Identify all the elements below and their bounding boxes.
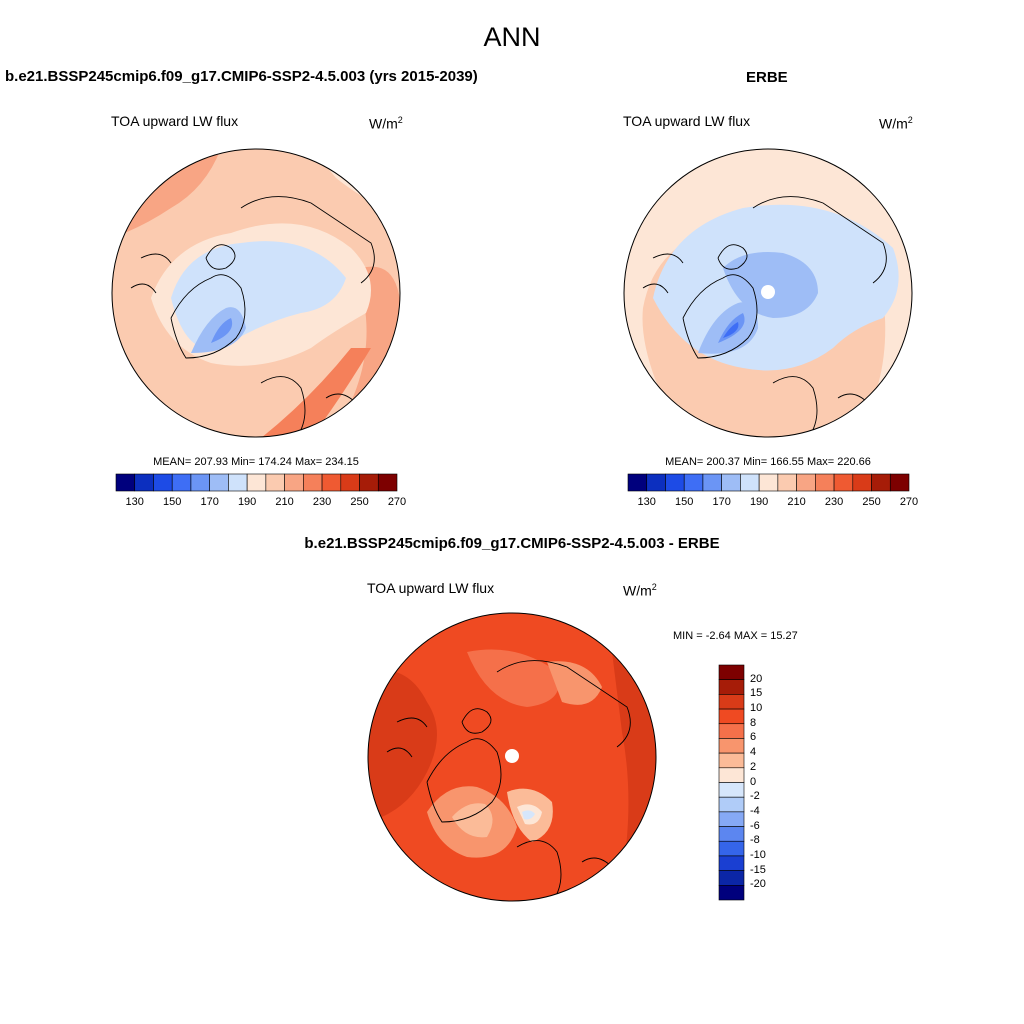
- colorbar-tick-label: 170: [712, 496, 731, 508]
- colorbar-box: [228, 473, 248, 492]
- colorbar-box: [777, 473, 797, 492]
- colorbar-tick-label: 10: [750, 702, 763, 715]
- panel-2-title: ERBE: [746, 69, 788, 86]
- colorbar-tick-label: 8: [750, 716, 757, 729]
- colorbar-tick-label: 2: [750, 760, 757, 773]
- colorbar-box: [321, 473, 342, 492]
- colorbar-tick-label: -6: [750, 819, 760, 832]
- colorbar-tick-label: -10: [750, 848, 766, 861]
- colorbar-box: [718, 885, 745, 901]
- difference-polar-map: [367, 612, 657, 902]
- colorbar-box: [718, 679, 745, 695]
- colorbar-tick-label: 230: [312, 496, 332, 508]
- panel-1-variable: TOA upward LW flux: [111, 113, 239, 129]
- colorbar-box: [702, 473, 722, 492]
- colorbar-box: [796, 473, 816, 492]
- colorbar-box: [718, 855, 745, 871]
- colorbar-box: [718, 870, 745, 886]
- colorbar-box: [171, 473, 192, 492]
- colorbar-tick-label: 250: [862, 496, 881, 508]
- colorbar-box: [718, 752, 745, 769]
- colorbar-tick-label: 0: [750, 775, 757, 788]
- colorbar-box: [758, 473, 779, 492]
- colorbar-box: [665, 473, 685, 492]
- colorbar-tick-label: -8: [750, 834, 760, 847]
- colorbar-box: [852, 473, 872, 492]
- colorbar-box: [153, 473, 173, 492]
- panel-2-units: W/m2: [879, 115, 913, 132]
- panel-2-variable: TOA upward LW flux: [623, 113, 751, 129]
- panel-1-units: W/m2: [369, 115, 403, 132]
- colorbar-box: [627, 473, 648, 492]
- colorbar-tick-label: 270: [899, 496, 919, 508]
- figure-title: ANN: [483, 22, 541, 52]
- colorbar-box: [246, 473, 267, 492]
- colorbar-tick-label: 20: [750, 672, 763, 685]
- colorbar-box: [718, 723, 745, 739]
- colorbar-box: [303, 473, 323, 492]
- colorbar-box: [718, 694, 745, 710]
- colorbar-tick-label: -2: [750, 790, 760, 803]
- panel-1-title: b.e21.BSSP245cmip6.f09_g17.CMIP6-SSP2-4.…: [5, 68, 478, 85]
- difference-colorbar: [718, 664, 745, 901]
- colorbar-box: [718, 708, 745, 725]
- colorbar-tick-label: 270: [387, 496, 407, 508]
- colorbar-tick-label: 4: [750, 746, 757, 759]
- colorbar-tick-label: 250: [350, 496, 369, 508]
- colorbar-tick-label: 210: [787, 496, 806, 508]
- colorbar-box: [190, 473, 210, 492]
- colorbar-tick-label: 130: [637, 496, 656, 508]
- colorbar-tick-label: -20: [750, 878, 766, 891]
- colorbar-box: [115, 473, 136, 492]
- colorbar-tick-label: 150: [163, 496, 182, 508]
- colorbar-box: [889, 473, 910, 492]
- colorbar-tick-label: 6: [750, 731, 757, 744]
- colorbar-tick-label: 210: [275, 496, 294, 508]
- colorbar-box: [284, 473, 304, 492]
- difference-minmax: MIN = -2.64 MAX = 15.27: [673, 630, 798, 642]
- panel-2-polar-map: [623, 148, 913, 438]
- colorbar-box: [740, 473, 760, 492]
- colorbar-tick-label: 130: [125, 496, 144, 508]
- colorbar-tick-label: 230: [824, 496, 844, 508]
- colorbar-box: [718, 826, 745, 842]
- colorbar-tick-label: 190: [237, 496, 257, 508]
- panel-1-stats: MEAN= 207.93 Min= 174.24 Max= 234.15: [153, 456, 359, 468]
- colorbar-box: [871, 473, 891, 492]
- colorbar-box: [134, 473, 154, 492]
- colorbar-tick-label: -15: [750, 863, 766, 876]
- colorbar-box: [646, 473, 666, 492]
- colorbar-box: [721, 473, 741, 492]
- panel-2-colorbar: [627, 473, 910, 492]
- colorbar-tick-label: 150: [675, 496, 694, 508]
- colorbar-box: [718, 840, 745, 857]
- colorbar-box: [718, 796, 745, 813]
- colorbar-box: [718, 811, 745, 827]
- colorbar-tick-label: 15: [750, 687, 763, 700]
- panel-1-polar-map: [111, 148, 401, 438]
- colorbar-box: [683, 473, 704, 492]
- colorbar-box: [209, 473, 229, 492]
- colorbar-box: [718, 664, 745, 680]
- difference-variable: TOA upward LW flux: [367, 580, 495, 596]
- colorbar-tick-label: 170: [200, 496, 219, 508]
- difference-title: b.e21.BSSP245cmip6.f09_g17.CMIP6-SSP2-4.…: [304, 535, 720, 552]
- colorbar-box: [377, 473, 398, 492]
- panel-2-stats: MEAN= 200.37 Min= 166.55 Max= 220.66: [665, 456, 871, 468]
- difference-units: W/m2: [623, 582, 657, 599]
- colorbar-box: [718, 782, 745, 798]
- colorbar-box: [340, 473, 360, 492]
- colorbar-tick-label: -4: [750, 804, 760, 817]
- colorbar-box: [815, 473, 835, 492]
- colorbar-box: [359, 473, 379, 492]
- panel-1-colorbar: [115, 473, 398, 492]
- colorbar-box: [718, 767, 745, 783]
- colorbar-box: [265, 473, 285, 492]
- colorbar-tick-label: 190: [749, 496, 769, 508]
- colorbar-box: [718, 738, 745, 754]
- colorbar-box: [833, 473, 854, 492]
